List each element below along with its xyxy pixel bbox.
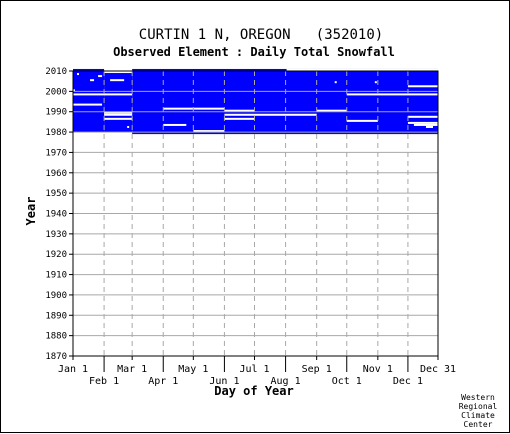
missing-segment-20 xyxy=(346,119,378,122)
y-tick-label: 1910 xyxy=(45,271,67,281)
data-block-2 xyxy=(104,73,133,133)
missing-segment-27 xyxy=(407,121,438,124)
x-tick-label: Oct 1 xyxy=(332,376,362,387)
y-tick-label: 1960 xyxy=(45,169,67,179)
missing-segment-13 xyxy=(163,123,187,126)
grid-layer xyxy=(72,70,439,357)
missing-segment-1 xyxy=(77,73,80,76)
x-tick-label: Aug 1 xyxy=(271,376,301,387)
y-tick-label: 1920 xyxy=(45,250,67,260)
y-tick-label: 1870 xyxy=(45,352,67,362)
missing-segment-5 xyxy=(73,89,76,92)
missing-segment-15 xyxy=(224,109,255,112)
y-axis-label: Year xyxy=(24,197,38,226)
x-axis-label: Day of Year xyxy=(214,384,293,398)
missing-segment-16 xyxy=(224,113,255,116)
x-tick-label: May 1 xyxy=(178,364,208,375)
missing-segment-4 xyxy=(110,79,125,82)
missing-segment-24 xyxy=(407,85,438,88)
y-tick-label: 1950 xyxy=(45,189,67,199)
missing-data-layer xyxy=(73,68,438,133)
missing-segment-12 xyxy=(163,107,225,110)
credit-line-2: Regional xyxy=(459,402,498,411)
missing-segment-22 xyxy=(334,81,337,84)
y-tick-label: 1880 xyxy=(45,332,67,342)
x-tick-label: Dec 31 xyxy=(420,364,456,375)
credit-line-3: Climate xyxy=(461,411,495,420)
chart-title: CURTIN 1 N, OREGON (352010) xyxy=(139,27,383,43)
y-tick-label: 2000 xyxy=(45,87,67,97)
missing-segment-29 xyxy=(425,125,433,128)
y-tick-label: 1930 xyxy=(45,230,67,240)
credit-line-4: Center xyxy=(464,420,493,429)
chart-subtitle: Observed Element : Daily Total Snowfall xyxy=(113,45,395,59)
y-tick-label: 1970 xyxy=(45,148,67,158)
x-tick-label: Feb 1 xyxy=(89,376,119,387)
y-tick-label: 1990 xyxy=(45,108,67,118)
missing-segment-9 xyxy=(104,113,133,116)
y-tick-label: 1980 xyxy=(45,128,67,138)
y-axis: 1870 1880 1890 1900 1910 1920 1930 1940 1950 1960… xyxy=(45,67,73,362)
missing-segment-11 xyxy=(127,125,130,128)
credit-block: Western Regional Climate Center xyxy=(459,393,498,429)
missing-segment-3 xyxy=(90,79,95,82)
y-tick-label: 2010 xyxy=(45,67,67,77)
x-tick-label: Sep 1 xyxy=(302,364,332,375)
x-tick-label: Apr 1 xyxy=(148,376,178,387)
missing-segment-23 xyxy=(374,81,377,84)
missing-segment-19 xyxy=(316,109,347,112)
y-tick-label: 1940 xyxy=(45,210,67,220)
x-tick-label: Jun 1 xyxy=(209,376,239,387)
x-tick-label: Mar 1 xyxy=(117,364,147,375)
missing-segment-6 xyxy=(73,93,133,96)
missing-segment-14 xyxy=(193,130,225,133)
missing-segment-10 xyxy=(104,117,133,120)
missing-segment-8 xyxy=(104,111,133,114)
missing-segment-17 xyxy=(224,117,255,120)
missing-segment-21 xyxy=(286,68,438,71)
x-tick-label: Dec 1 xyxy=(393,376,423,387)
data-block-3 xyxy=(132,68,438,135)
data-layer xyxy=(73,68,438,135)
missing-segment-2 xyxy=(98,75,103,78)
missing-segment-18 xyxy=(254,113,317,116)
x-tick-label: Nov 1 xyxy=(363,364,393,375)
y-tick-label: 1890 xyxy=(45,311,67,321)
credit-line-1: Western xyxy=(461,393,495,402)
x-tick-label: Jul 1 xyxy=(239,364,269,375)
y-tick-label: 1900 xyxy=(45,291,67,301)
missing-segment-28 xyxy=(413,123,438,126)
missing-segment-26 xyxy=(407,115,438,118)
x-tick-label: Jan 1 xyxy=(58,364,88,375)
missing-segment-25 xyxy=(346,93,438,96)
missing-segment-7 xyxy=(73,103,103,106)
data-block-1 xyxy=(73,68,105,133)
